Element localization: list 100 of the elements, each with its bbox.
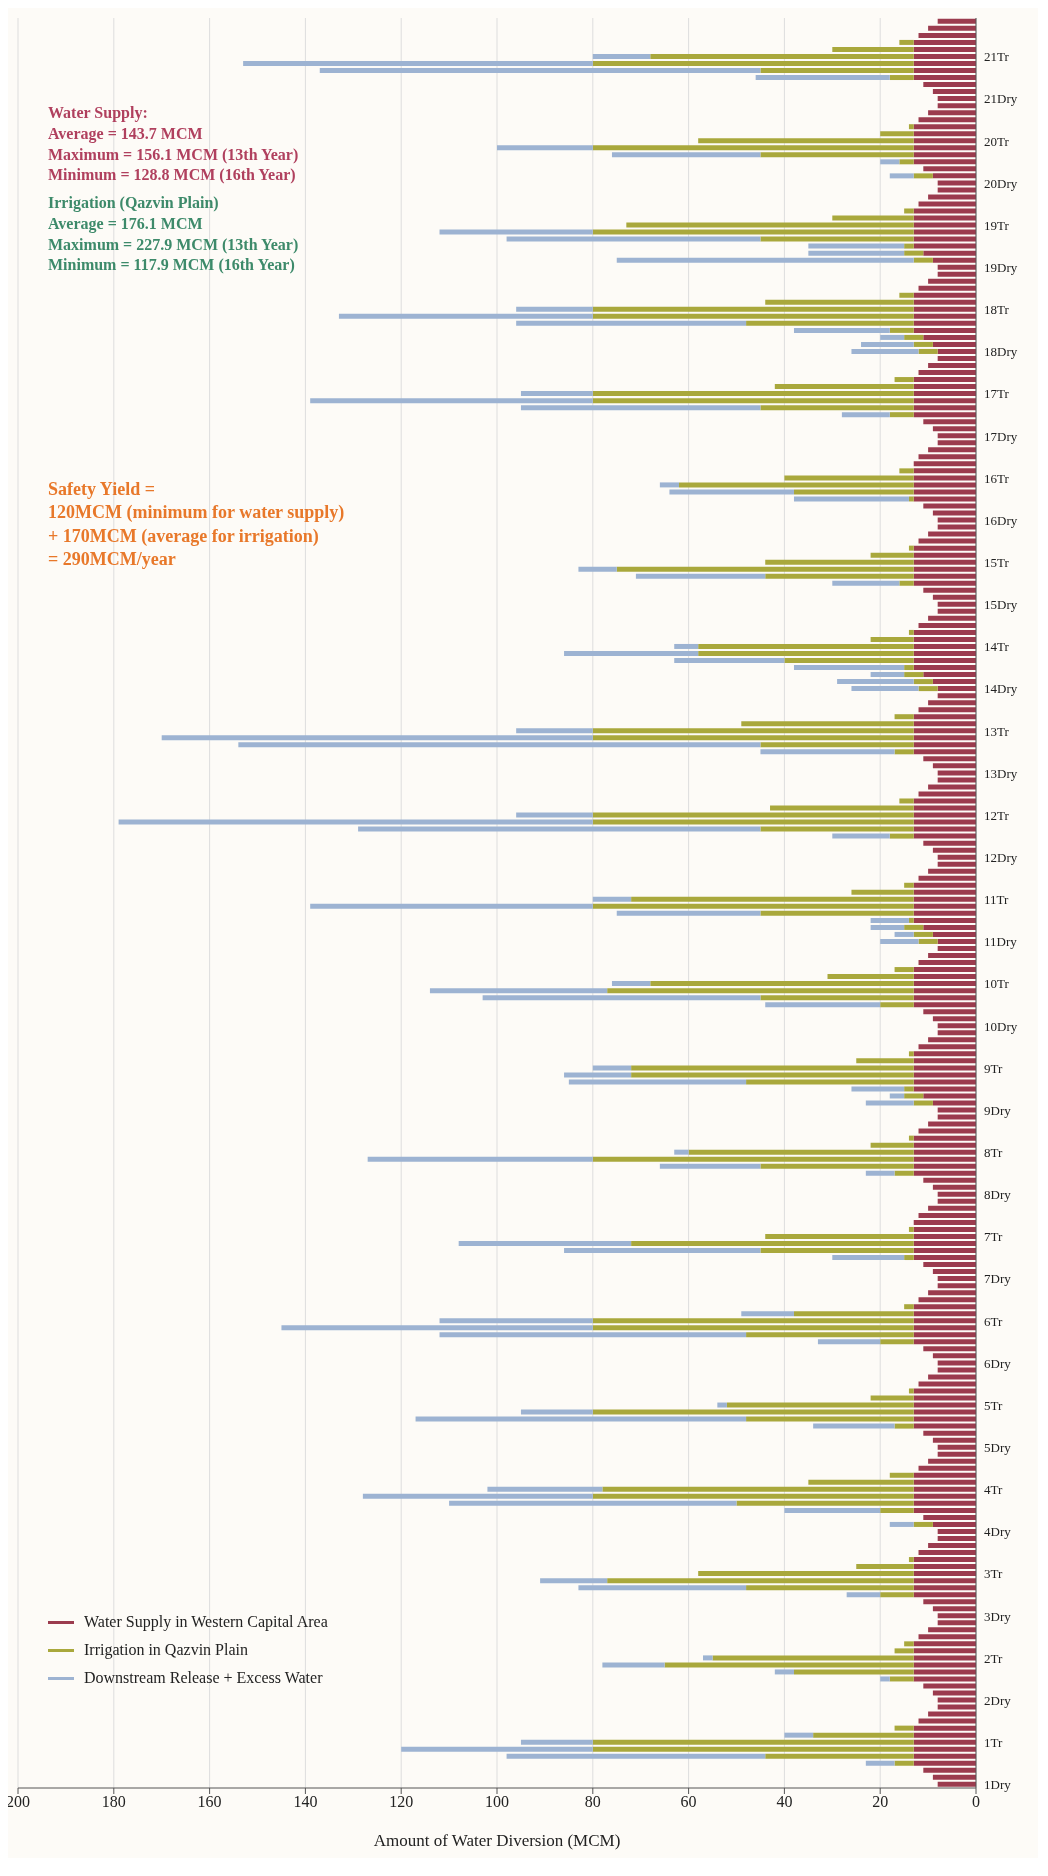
bar xyxy=(894,714,914,720)
bar xyxy=(592,145,914,151)
bar xyxy=(937,517,976,523)
bar xyxy=(937,1030,976,1036)
bar xyxy=(932,1184,976,1190)
bar xyxy=(760,68,914,74)
y-tick-label: 5Dry xyxy=(984,1439,1012,1455)
bar xyxy=(784,658,914,664)
bar xyxy=(913,1163,976,1169)
bar xyxy=(913,208,976,214)
y-tick-label: 19Dry xyxy=(984,259,1018,275)
bar xyxy=(913,1725,976,1731)
bar xyxy=(932,931,976,937)
bar xyxy=(659,1163,761,1169)
bar xyxy=(832,46,914,52)
bar xyxy=(913,320,976,326)
bar xyxy=(913,236,976,242)
bar xyxy=(937,1360,976,1366)
bar xyxy=(913,882,976,888)
bar xyxy=(889,1093,905,1099)
bar xyxy=(870,917,909,923)
bar xyxy=(602,1662,665,1668)
bar xyxy=(913,124,976,130)
bar xyxy=(937,264,976,270)
bar xyxy=(913,1149,976,1155)
y-tick-label: 14Dry xyxy=(984,681,1018,697)
bar xyxy=(937,355,976,361)
bar xyxy=(765,1002,881,1008)
bar xyxy=(429,988,608,994)
bar xyxy=(578,1585,747,1591)
x-tick-label: 40 xyxy=(776,1793,793,1811)
bar xyxy=(913,1592,976,1598)
bar xyxy=(913,327,976,333)
bar xyxy=(918,707,976,713)
bar xyxy=(913,714,976,720)
bar xyxy=(592,735,914,741)
y-tick-label: 14Tr xyxy=(984,639,1010,655)
bar xyxy=(899,580,914,586)
bar xyxy=(918,348,938,354)
bar xyxy=(923,1430,976,1436)
bar xyxy=(516,812,593,818)
bar xyxy=(918,285,976,291)
bar xyxy=(746,1079,914,1085)
bar xyxy=(913,1311,976,1317)
bar xyxy=(118,819,593,825)
bar xyxy=(904,1086,914,1092)
bar xyxy=(908,1226,914,1232)
bar xyxy=(712,1655,914,1661)
bar xyxy=(310,903,593,909)
bar xyxy=(913,805,976,811)
bar xyxy=(401,1746,593,1752)
bar xyxy=(928,1290,976,1296)
bar xyxy=(832,580,900,586)
bar xyxy=(880,1339,914,1345)
bar xyxy=(913,391,976,397)
bar xyxy=(928,615,976,621)
bar xyxy=(913,1086,976,1092)
bar xyxy=(937,1704,976,1710)
bar xyxy=(928,278,976,284)
bar xyxy=(626,222,914,228)
bar xyxy=(487,1486,603,1492)
bar xyxy=(937,1023,976,1029)
bar xyxy=(913,889,976,895)
x-tick-label: 120 xyxy=(389,1793,414,1811)
bar xyxy=(760,910,914,916)
bar xyxy=(904,1304,914,1310)
y-tick-label: 12Tr xyxy=(984,807,1010,823)
bar xyxy=(717,1402,727,1408)
bar xyxy=(870,924,905,930)
bar xyxy=(904,243,914,249)
bar xyxy=(913,1072,976,1078)
y-tick-label: 8Dry xyxy=(984,1187,1012,1203)
bar xyxy=(592,1739,914,1745)
bar xyxy=(913,552,976,558)
bar xyxy=(913,988,976,994)
bar xyxy=(913,243,976,249)
bar xyxy=(913,742,976,748)
bar xyxy=(564,650,699,656)
bar xyxy=(932,1774,976,1780)
y-tick-label: 7Dry xyxy=(984,1271,1012,1287)
bar xyxy=(937,1367,976,1373)
bar xyxy=(913,1578,976,1584)
bar xyxy=(851,889,914,895)
bar xyxy=(611,981,651,987)
bar xyxy=(913,299,976,305)
bar xyxy=(923,419,976,425)
bar xyxy=(923,587,976,593)
bar xyxy=(362,1493,593,1499)
bar xyxy=(760,405,914,411)
bar xyxy=(918,1550,976,1556)
bar xyxy=(913,1746,976,1752)
bar xyxy=(937,271,976,277)
bar xyxy=(923,1514,976,1520)
y-tick-label: 17Dry xyxy=(984,428,1018,444)
bar xyxy=(913,658,976,664)
bar xyxy=(928,1205,976,1211)
bar xyxy=(913,475,976,481)
y-tick-label: 15Dry xyxy=(984,597,1018,613)
bar xyxy=(932,341,976,347)
bar xyxy=(865,1760,895,1766)
